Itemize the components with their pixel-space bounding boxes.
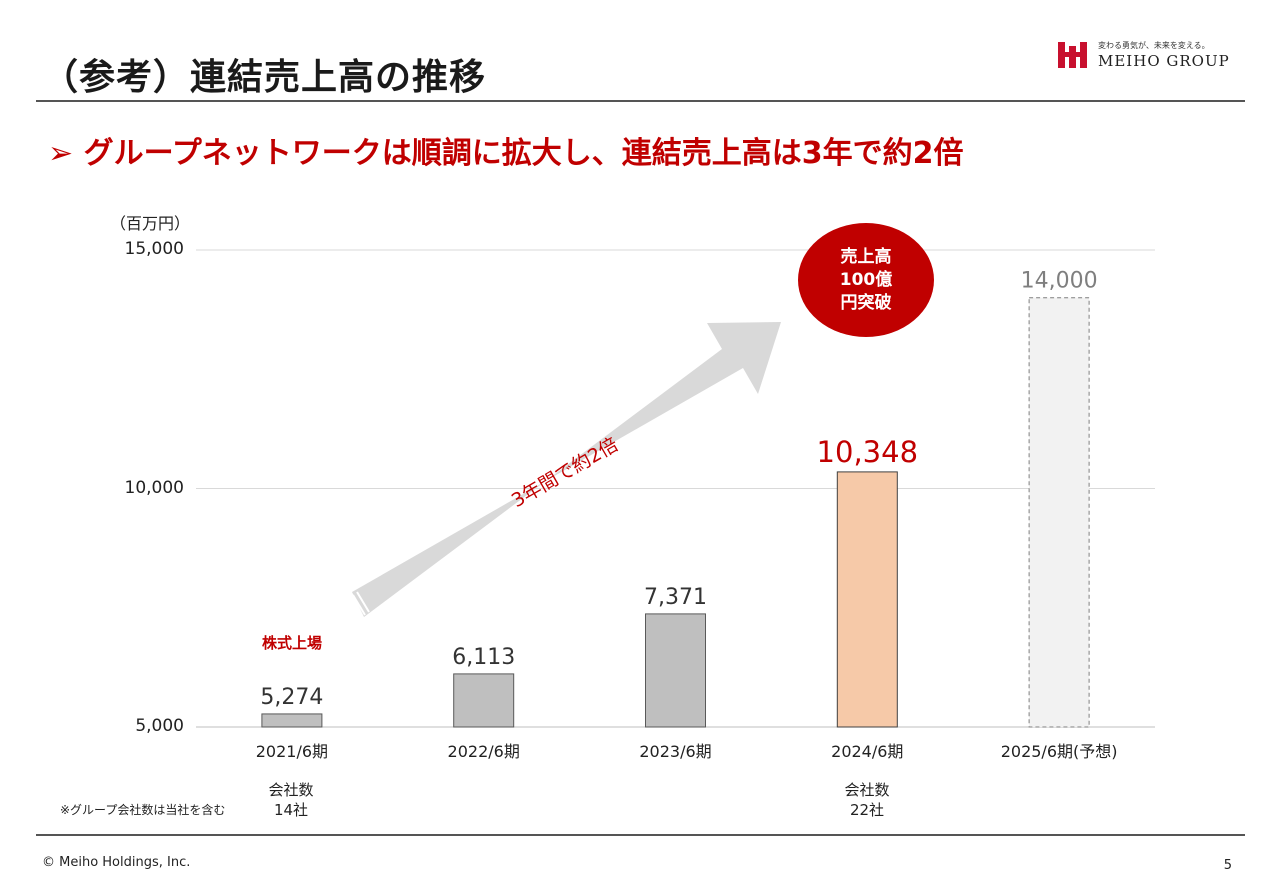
- bar-2: [645, 613, 706, 728]
- growth-arrow: [352, 322, 781, 617]
- x-tick-label: 2021/6期: [255, 742, 329, 761]
- bar-4: [1028, 297, 1090, 728]
- company-count-label: 会社数: [844, 781, 890, 799]
- y-tick-label: 5,000: [135, 716, 184, 736]
- company-count-note: ※グループ会社数は当社を含む: [60, 803, 226, 817]
- x-tick-label: 2023/6期: [639, 742, 712, 761]
- bubble-line-1: 売上高: [840, 246, 892, 267]
- x-tick-label: 2024/6期: [831, 742, 904, 761]
- y-axis-unit: （百万円）: [110, 214, 191, 233]
- company-count-value: 22社: [849, 801, 885, 819]
- x-tick-label: 2022/6期: [447, 742, 520, 761]
- bubble-line-2: 100億: [839, 269, 893, 290]
- logo-mark-icon: [1058, 42, 1087, 68]
- company-count-2024: 会社数 22社: [817, 780, 917, 820]
- logo-name: MEIHO GROUP: [1098, 52, 1230, 70]
- y-tick-label: 15,000: [124, 239, 184, 259]
- company-count-value: 14社: [273, 801, 309, 819]
- company-logo: 変わる勇気が、未来を変える。 MEIHO GROUP: [1058, 40, 1248, 74]
- company-count-label: 会社数: [268, 781, 314, 799]
- company-count-2021: 会社数 14社: [241, 780, 341, 820]
- x-tick-label: 2025/6期(予想): [1000, 742, 1118, 761]
- copyright: © Meiho Holdings, Inc.: [42, 855, 191, 870]
- listing-annotation: 株式上場: [262, 634, 323, 652]
- page-title: （参考）連結売上高の推移: [42, 57, 487, 98]
- headline: ➢ グループネットワークは順調に拡大し、連結売上高は3年で約2倍: [48, 136, 964, 171]
- milestone-bubble: 売上高 100億 円突破: [798, 223, 934, 337]
- bar-1: [453, 673, 515, 728]
- bar-0: [261, 713, 323, 728]
- bar-value-label: 14,000: [1021, 269, 1098, 294]
- bar-value-label: 5,274: [260, 685, 323, 710]
- page-number: 5: [1223, 858, 1232, 873]
- arrow-tail-stripe: [352, 594, 366, 616]
- bubble-line-3: 円突破: [840, 292, 892, 313]
- arrow-label: 3年間で約2倍: [508, 433, 622, 512]
- footer-divider: [36, 834, 1245, 836]
- bar-value-label: 6,113: [452, 645, 515, 670]
- arrow-tail-stripe: [356, 591, 370, 613]
- bar-value-label: 10,348: [817, 435, 918, 469]
- y-tick-label: 10,000: [124, 477, 184, 498]
- logo-tagline: 変わる勇気が、未来を変える。: [1098, 41, 1210, 50]
- header-divider: [36, 100, 1245, 102]
- bar-3: [836, 471, 898, 728]
- bar-value-label: 7,371: [644, 585, 707, 610]
